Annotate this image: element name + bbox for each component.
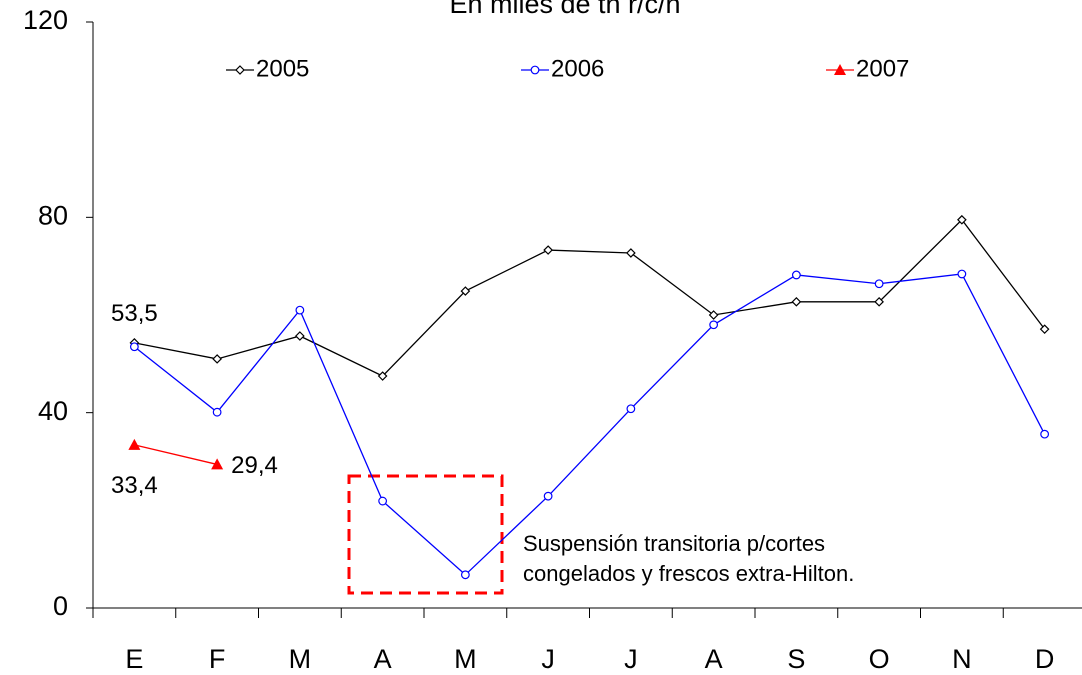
point: [1039, 324, 1050, 335]
point: [129, 342, 139, 352]
point: [543, 491, 553, 501]
x-tick-label: E: [125, 644, 143, 674]
point: [460, 570, 470, 580]
value-label: 33,4: [111, 472, 158, 499]
point: [957, 214, 967, 225]
point: [791, 270, 801, 280]
legend-label: 2006: [551, 55, 604, 82]
legend-label: 2007: [856, 55, 909, 82]
point: [211, 458, 224, 470]
point: [709, 320, 719, 330]
point: [377, 371, 388, 381]
point: [626, 404, 636, 414]
y-tick-label: 0: [53, 591, 68, 621]
point: [1040, 429, 1050, 439]
value-label: 29,4: [231, 452, 278, 479]
point: [295, 305, 305, 315]
annotation: congelados y frescos extra-Hilton.: [523, 561, 854, 586]
x-tick-label: D: [1035, 644, 1055, 674]
point: [874, 296, 884, 307]
series-line: [134, 444, 218, 466]
point: [460, 286, 471, 296]
x-tick-label: J: [541, 644, 555, 674]
chart-title: En miles de tn r/c/h: [449, 0, 680, 19]
x-tick-label: M: [289, 644, 312, 674]
point: [378, 496, 388, 506]
x-tick-label: A: [705, 644, 723, 674]
point: [212, 354, 222, 364]
legend-marker: [530, 65, 540, 75]
series-line: [134, 218, 1046, 377]
point: [626, 248, 636, 258]
x-tick-label: O: [869, 644, 890, 674]
point: [957, 269, 967, 279]
legend-marker: [834, 64, 846, 75]
x-tick-label: A: [374, 644, 392, 674]
value-label: 53,5: [111, 300, 158, 327]
series-line: [133, 273, 1046, 576]
y-tick-label: 80: [38, 200, 68, 230]
x-tick-label: J: [624, 644, 638, 674]
point: [708, 310, 719, 320]
x-tick-label: S: [787, 644, 805, 674]
highlight-box: [347, 474, 504, 595]
x-tick-label: M: [454, 644, 477, 674]
legend-label: 2005: [256, 55, 309, 82]
point: [543, 245, 553, 255]
point: [212, 407, 222, 417]
legend-marker: [235, 65, 245, 75]
point: [128, 438, 141, 450]
y-tick-label: 120: [23, 5, 68, 35]
x-tick-label: N: [952, 644, 972, 674]
point: [791, 296, 802, 307]
x-tick-label: F: [209, 644, 226, 674]
annotation: Suspensión transitoria p/cortes: [523, 531, 825, 556]
point: [295, 331, 305, 341]
point: [874, 279, 884, 289]
y-tick-label: 40: [38, 396, 68, 426]
